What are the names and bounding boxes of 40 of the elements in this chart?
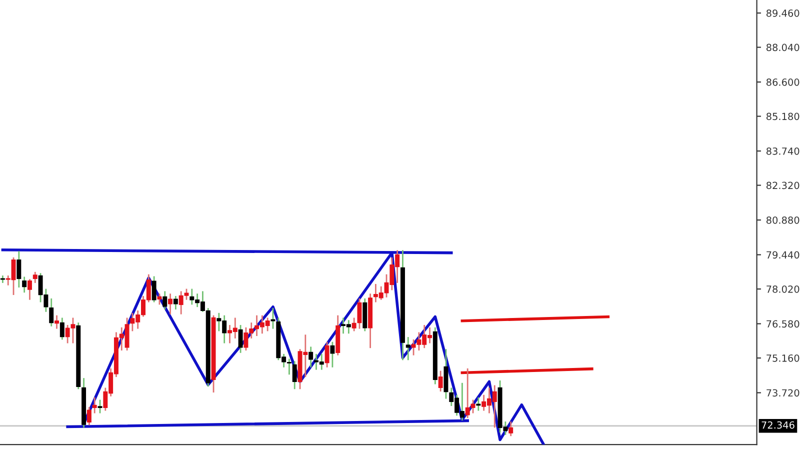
candlestick xyxy=(98,400,102,414)
y-tick-label: 83.740 xyxy=(766,147,800,155)
candlestick xyxy=(330,342,335,368)
candlestick xyxy=(92,397,97,414)
y-tick-label: 85.180 xyxy=(766,112,800,120)
candlestick xyxy=(162,291,168,310)
candlestick xyxy=(238,324,243,353)
candlestick xyxy=(152,276,156,302)
candlestick xyxy=(157,294,162,305)
candlestick xyxy=(22,276,27,293)
candlestick xyxy=(286,358,292,375)
candlestick xyxy=(168,294,173,314)
candlestick xyxy=(476,397,481,411)
y-tick-label: 76.580 xyxy=(766,320,800,328)
candlestick xyxy=(54,315,59,329)
candlestick xyxy=(49,298,54,326)
candlestick xyxy=(32,272,38,283)
candlestick xyxy=(60,318,64,340)
ref-line-label: 72.346 xyxy=(762,421,794,429)
candlestick xyxy=(292,361,297,390)
y-tick-label: 82.320 xyxy=(766,182,800,190)
candlestick xyxy=(173,296,178,310)
candlestick xyxy=(308,346,314,368)
y-tick-label: 89.460 xyxy=(766,10,800,17)
candlestick xyxy=(27,279,32,300)
y-tick-label: 73.720 xyxy=(766,389,800,397)
y-tick-label: 88.040 xyxy=(766,44,800,52)
y-tick-label: 75.160 xyxy=(766,354,800,362)
candlestick xyxy=(352,318,356,332)
y-tick-label: 79.440 xyxy=(766,251,800,259)
candlestick xyxy=(16,251,22,288)
y-tick-label: 80.880 xyxy=(766,216,800,224)
y-tick-label: 86.600 xyxy=(766,78,800,86)
candlestick xyxy=(324,342,330,368)
y-tick-label: 78.020 xyxy=(766,285,800,293)
candlestick xyxy=(406,337,410,360)
candlestick xyxy=(357,298,362,329)
candlestick xyxy=(508,421,514,436)
candlestick xyxy=(438,370,443,392)
candlestick xyxy=(86,406,92,426)
